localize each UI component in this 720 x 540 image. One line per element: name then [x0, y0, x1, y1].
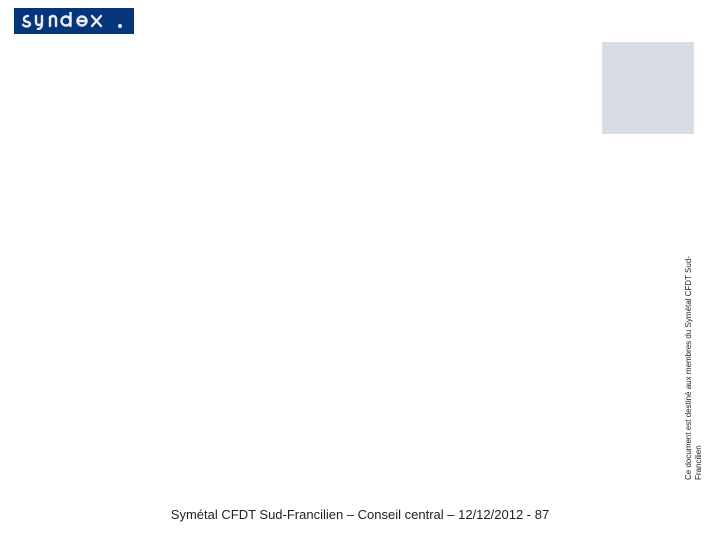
syndex-logo-svg [20, 12, 128, 30]
brand-logo [14, 8, 134, 34]
decorative-corner-block [602, 42, 694, 134]
confidentiality-note: Ce document est destiné aux membres du S… [684, 250, 704, 480]
slide-footer: Symétal CFDT Sud-Francilien – Conseil ce… [0, 507, 720, 522]
